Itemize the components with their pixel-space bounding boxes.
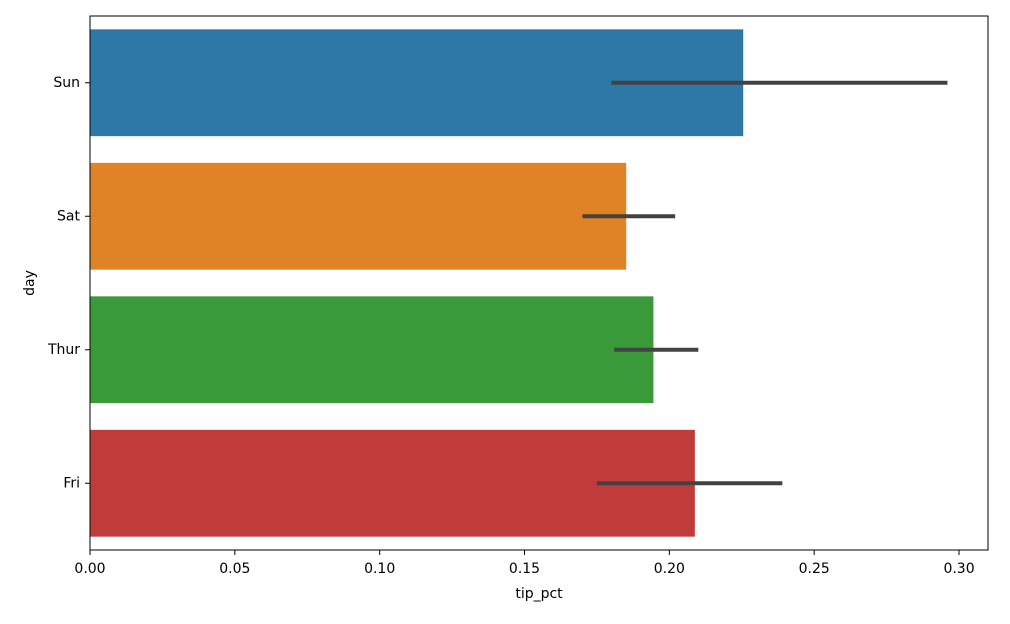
x-tick-label: 0.20 (654, 561, 685, 577)
x-axis-label: tip_pct (515, 586, 563, 602)
x-axis-ticks: 0.00 0.05 0.10 0.15 0.20 0.25 0.30 (74, 550, 975, 577)
x-tick-label: 0.30 (943, 561, 974, 577)
bar-sat (90, 162, 627, 270)
y-tick-label-sat: Sat (57, 208, 80, 224)
x-tick-label: 0.25 (799, 561, 830, 577)
x-tick-label: 0.05 (219, 561, 250, 577)
y-tick-label-thur: Thur (47, 342, 80, 358)
bar-thur (90, 296, 654, 404)
y-tick-label-fri: Fri (63, 475, 80, 491)
error-bars-layer (582, 80, 948, 486)
plot-frame (89, 15, 989, 551)
y-axis-ticks: Sun Sat Thur Fri (47, 75, 90, 491)
y-axis-label: day (22, 270, 38, 296)
bar-fri (90, 429, 695, 537)
x-tick-label: 0.10 (364, 561, 395, 577)
x-tick-label: 0.00 (74, 561, 105, 577)
x-tick-label: 0.15 (509, 561, 540, 577)
y-tick-label-sun: Sun (53, 75, 80, 91)
